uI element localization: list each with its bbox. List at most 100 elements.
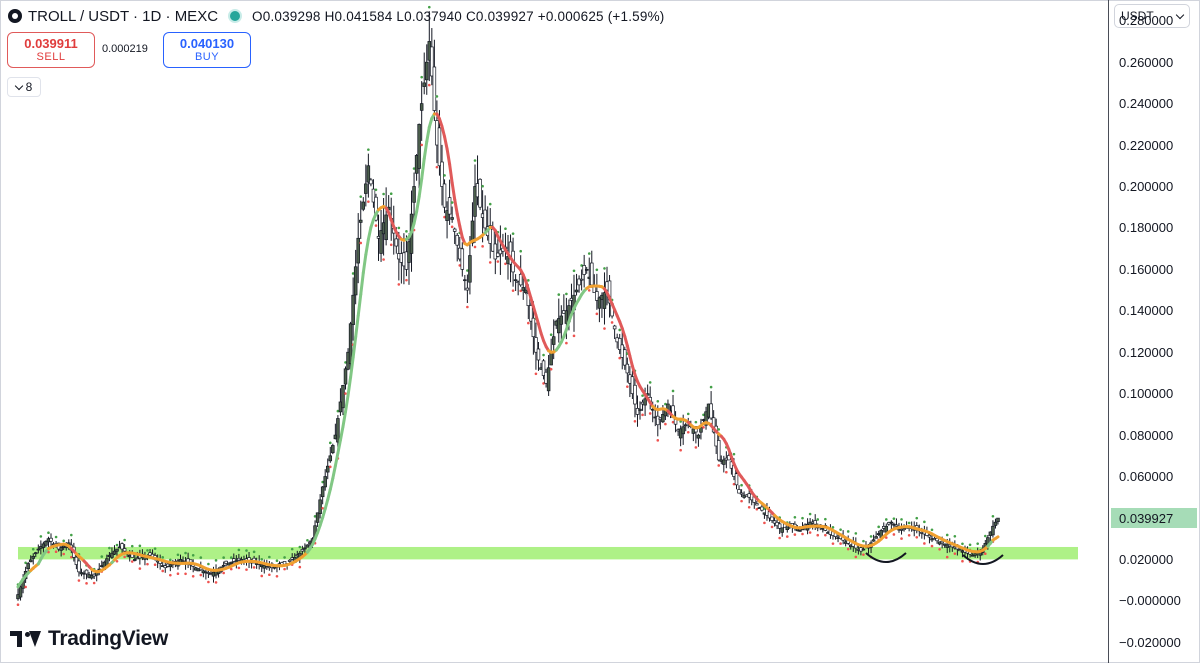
swing-low-dot [725, 470, 728, 474]
sell-label: SELL [36, 51, 66, 63]
candle-body [635, 408, 640, 415]
swing-low-dot [633, 419, 637, 423]
moving-average-segment [427, 116, 434, 129]
swing-high-dot [488, 202, 492, 206]
swing-high-dot [984, 534, 987, 538]
swing-low-dot [824, 533, 827, 537]
swing-low-dot [16, 603, 20, 606]
swing-high-dot [420, 75, 423, 79]
swing-high-dot [321, 480, 324, 484]
swing-high-dot [466, 269, 469, 272]
candle-body [120, 543, 124, 550]
tradingview-logo-icon [10, 629, 42, 649]
swing-high-dot [328, 441, 332, 445]
swing-low-dot [298, 565, 302, 569]
moving-average-segment [625, 344, 632, 358]
swing-low-dot [199, 573, 203, 577]
candle-body [325, 465, 330, 473]
swing-low-dot [321, 506, 324, 510]
candle-body [683, 424, 688, 427]
candle-body [498, 249, 503, 255]
candle-body [902, 528, 906, 531]
candle-body [59, 547, 63, 551]
price-axis-tick: 0.220000 [1119, 137, 1174, 153]
swing-low-dot [54, 550, 58, 554]
price-axis-divider [1108, 0, 1109, 663]
candle-body [84, 569, 89, 575]
swing-low-dot [130, 560, 134, 563]
swing-high-dot [702, 413, 705, 417]
price-axis-tick: 0.120000 [1119, 344, 1174, 360]
swing-high-dot [603, 267, 606, 270]
tradingview-logo[interactable]: TradingView [10, 627, 168, 651]
moving-average-segment [333, 451, 340, 468]
candle-body [163, 565, 168, 569]
swing-low-dot [344, 392, 347, 395]
swing-high-dot [580, 264, 583, 267]
swing-low-dot [694, 446, 698, 449]
symbol-title[interactable]: TROLL / USDT · 1D · MEXC [28, 7, 219, 25]
candle-body [77, 560, 81, 573]
moving-average-segment [529, 296, 535, 309]
candle-body [320, 486, 325, 498]
candle-body [417, 123, 421, 169]
swing-low-dot [892, 533, 896, 536]
moving-average-segment [366, 225, 373, 241]
moving-average-segment [440, 125, 447, 139]
moving-average-segment [531, 305, 538, 317]
candle-body [521, 287, 525, 291]
candle-body [36, 548, 41, 551]
swing-high-dot [130, 544, 134, 548]
swing-high-dot [450, 201, 454, 204]
candle-body [26, 563, 30, 570]
swing-high-dot [405, 230, 408, 233]
candle-body [559, 315, 564, 325]
last-price-label: 0.039927 [1111, 508, 1197, 529]
market-status-icon[interactable] [230, 11, 241, 21]
candle-body [371, 188, 376, 203]
candle-body [369, 179, 373, 185]
candle-body [262, 565, 267, 569]
swing-low-dot [427, 83, 431, 87]
swing-high-dot [923, 520, 926, 524]
moving-average-segment [425, 125, 431, 144]
candle-body [531, 317, 536, 338]
indicators-toggle-button[interactable]: 8 [7, 77, 41, 97]
candle-body [546, 367, 551, 392]
swing-low-dot [420, 143, 423, 147]
swing-low-dot [565, 341, 568, 345]
swing-low-dot [717, 464, 721, 467]
moving-average-segment [344, 393, 350, 414]
candle-body [18, 586, 23, 598]
candle-body [437, 127, 442, 167]
swing-low-dot [664, 422, 667, 426]
moving-average-segment [415, 195, 421, 214]
swing-low-dot [679, 448, 682, 452]
sell-button[interactable]: 0.039911 SELL [7, 32, 95, 68]
candle-body [973, 553, 977, 556]
price-axis-tick: 0.240000 [1119, 96, 1174, 112]
swing-low-dot [846, 547, 850, 551]
currency-select[interactable]: USDT [1114, 4, 1190, 28]
candle-body [996, 517, 1000, 523]
swing-low-dot [740, 499, 743, 503]
candle-body [813, 520, 817, 525]
buy-button[interactable]: 0.040130 BUY [163, 32, 251, 68]
swing-low-dot [702, 426, 705, 429]
candle-body [89, 574, 94, 579]
spread-value: 0.000219 [102, 43, 148, 55]
swing-high-dot [968, 543, 972, 547]
moving-average-segment [359, 271, 365, 296]
candle-body [465, 287, 470, 291]
swing-high-dot [389, 192, 393, 195]
swing-high-dot [793, 515, 797, 519]
moving-average-segment [534, 313, 540, 326]
moving-average-segment [443, 135, 449, 151]
candle-body [524, 289, 528, 293]
swing-high-dot [412, 167, 416, 170]
swing-low-dot [466, 305, 469, 309]
swing-high-dot [47, 531, 50, 535]
swing-low-dot [245, 568, 248, 571]
chart-plot-area[interactable] [0, 0, 1108, 663]
